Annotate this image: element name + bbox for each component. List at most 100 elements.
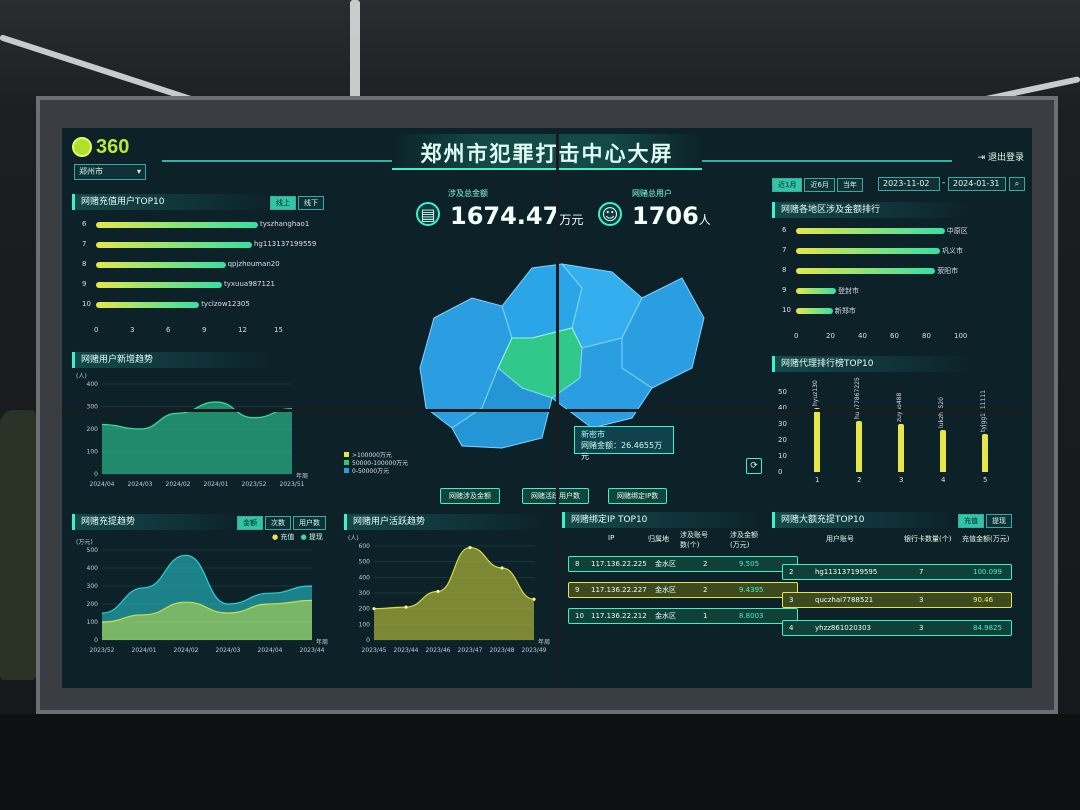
bar-name-label: hua77867225: [854, 376, 861, 419]
map-region-north[interactable]: [501, 263, 583, 339]
data-point: [468, 545, 472, 550]
bar: [96, 222, 258, 228]
legend-swatch-low: [344, 467, 349, 473]
tab-1month[interactable]: 近1月: [772, 178, 803, 192]
recharge-legend: ● 充值 ● 提现: [272, 532, 323, 542]
legend-swatch-recharge: ●: [272, 533, 281, 541]
search-button[interactable]: ⌕: [1009, 177, 1025, 191]
cell-user: quczhai7788521: [815, 596, 874, 604]
panel-title-top10-users: 网赌充值用户TOP10: [72, 194, 272, 210]
ip-col-accounts: 涉及账号数(个): [680, 531, 708, 549]
x-tick-label: 2024/04: [258, 647, 283, 654]
bar-name-label: 登封市: [838, 287, 859, 295]
ip-table-header: IP 归属地 涉及账号数(个) 涉及金额(万元): [572, 530, 772, 550]
screen-seam-horizontal: [62, 409, 1032, 412]
panel-title-agent-rank: 网赌代理排行榜TOP10: [772, 356, 972, 372]
axis-tick-label: 40: [858, 332, 867, 340]
big-col-user: 用户账号: [826, 535, 854, 543]
bar: [796, 228, 945, 234]
popup-title: 新密市: [581, 430, 605, 439]
bar-name-label: 新郑市: [834, 307, 856, 315]
cell-rank: 3: [789, 596, 794, 604]
tab-withdraw[interactable]: 提现: [986, 514, 1012, 528]
bar: [96, 302, 200, 308]
map-btn-active-users[interactable]: 网赌活跃用户数: [522, 488, 589, 504]
ip-col-ip: IP: [608, 534, 615, 542]
map-btn-ip[interactable]: 网赌绑定IP数: [608, 488, 668, 504]
table-row: 3 quczhai7788521 3 90.46: [782, 592, 1012, 608]
map-region-south[interactable]: [551, 337, 653, 429]
bar-name-label: hg113137199559: [254, 240, 317, 248]
y-tick-label: 500: [87, 547, 99, 554]
end-date-input[interactable]: 2024-01-31: [948, 177, 1006, 191]
x-tick-label: 2024/02: [174, 647, 199, 654]
y-tick-label: 300: [359, 590, 371, 597]
zhengzhou-map: [419, 263, 705, 449]
series-area: [374, 547, 534, 640]
bar-name-label: zuyao488: [896, 392, 903, 422]
bar-rank-label: 10: [782, 306, 791, 314]
data-point: [372, 607, 376, 611]
bar-rank-label: 7: [82, 240, 87, 248]
kpi-amount-label: 涉及总金额: [448, 189, 488, 198]
y-tick-label: 400: [87, 381, 99, 388]
search-icon: ⌕: [1014, 179, 1020, 188]
top10-tabs: 线上 线下: [270, 196, 324, 210]
map-region-southwest[interactable]: [451, 367, 553, 449]
user-icon: ☺: [598, 202, 622, 226]
tab-6month[interactable]: 近6月: [804, 178, 835, 192]
tab-offline[interactable]: 线下: [298, 196, 324, 210]
cell-rank: 4: [789, 624, 794, 632]
series-line: [101, 401, 293, 430]
kpi-users: 1706人: [632, 202, 711, 230]
tab-recharge[interactable]: 充值: [958, 514, 984, 528]
tab-users[interactable]: 用户数: [293, 516, 326, 530]
refresh-icon[interactable]: ⟳: [746, 458, 762, 474]
tab-online[interactable]: 线上: [270, 196, 296, 210]
big-table-body: 2 hg113137199595 7 100.099 3 quczhai7788521 3 9…: [782, 564, 1022, 654]
axis-tick-label: 20: [826, 332, 835, 340]
panel-title-recharge-trend: 网赌充提趋势: [72, 514, 242, 530]
series-line: [101, 599, 313, 623]
cell-cards: 3: [919, 596, 924, 604]
legend-row-low: 0-50000万元: [344, 466, 408, 475]
cell-user: yhzz861020303: [815, 624, 872, 632]
panel-title-ip-top10: 网赌绑定IP TOP10: [562, 512, 762, 528]
logout-button[interactable]: ⇥ 退出登录: [978, 150, 1024, 163]
person-silhouette: [0, 410, 36, 680]
city-select[interactable]: 郑州市 ▾: [74, 164, 146, 180]
axis-tick-label: 0: [794, 332, 799, 340]
y-tick-label: 0: [778, 468, 783, 476]
brand-logo: 360: [72, 136, 156, 158]
tab-amount[interactable]: 金额: [237, 516, 263, 530]
series-area: [102, 402, 292, 474]
ip-col-loc: 归属地: [648, 535, 669, 543]
big-table-header: 用户账号 银行卡数量(个) 充值金额(万元): [782, 534, 1022, 548]
y-unit-label: (人): [348, 535, 359, 542]
map-btn-amount[interactable]: 网赌涉及金额: [440, 488, 500, 504]
x-unit-label: 年周: [316, 638, 328, 646]
x-tick-label: 2024/03: [216, 647, 241, 654]
chevron-down-icon: ▾: [136, 167, 141, 176]
cell-amount: 100.099: [973, 568, 1002, 576]
period-tabs: 近1月 近6月 当年: [772, 178, 863, 192]
y-tick-label: 100: [87, 619, 99, 626]
tab-year[interactable]: 当年: [836, 178, 863, 192]
axis-tick-label: 0: [94, 326, 99, 334]
popup-value: 26.4655万元: [581, 441, 663, 461]
start-date-input[interactable]: 2023-11-02: [878, 177, 940, 191]
tab-count[interactable]: 次数: [265, 516, 291, 530]
axis-tick-label: 12: [238, 326, 247, 334]
bar-name-label: tyxuua987121: [224, 280, 275, 288]
big-col-amount: 充值金额(万元): [962, 535, 1010, 543]
cell-user: hg113137199595: [815, 568, 878, 576]
bar-name-label: lukzhy520: [938, 397, 945, 429]
bar-rank-label: 8: [782, 266, 787, 274]
panel-title-new-trend: 网赌用户新增趋势: [72, 352, 272, 368]
y-tick-label: 200: [359, 606, 371, 613]
y-tick-label: 40: [778, 404, 787, 412]
map-legend: >100000万元 50000-100000万元 0-50000万元: [344, 450, 408, 475]
axis-tick-label: 9: [202, 326, 207, 334]
kpi-amount-value: 1674.47: [450, 202, 560, 230]
legend-row-mid: 50000-100000万元: [344, 458, 408, 467]
